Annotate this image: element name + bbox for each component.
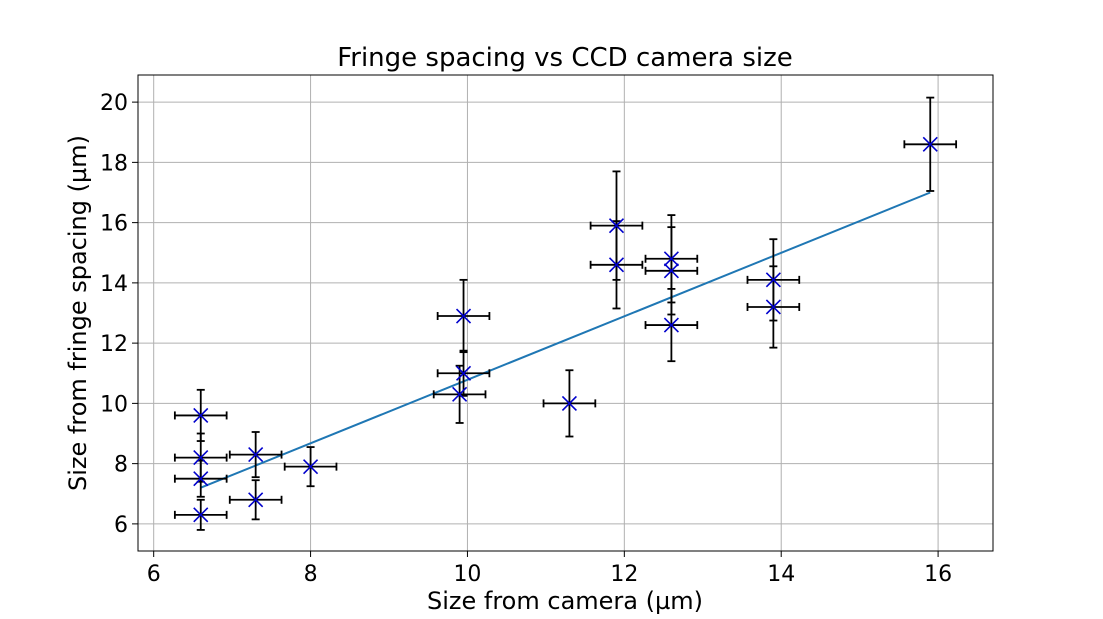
- y-axis-label: Size from fringe spacing (µm): [64, 135, 92, 491]
- data-point-marker: [248, 492, 264, 508]
- x-tick-label: 16: [924, 562, 952, 587]
- data-point-marker: [455, 308, 472, 324]
- data-point-marker: [663, 263, 679, 279]
- data-point-marker: [452, 386, 468, 402]
- data-point-marker: [248, 447, 264, 463]
- x-ticks: 6 8 10 12 14 16: [147, 551, 952, 587]
- marker-stroke: [608, 257, 625, 273]
- data-point-marker: [193, 507, 209, 523]
- marker-stroke: [452, 386, 468, 402]
- marker-stroke: [193, 450, 209, 466]
- x-tick-label: 8: [304, 562, 318, 587]
- x-tick-label: 12: [610, 562, 638, 587]
- data-point-marker: [303, 459, 319, 475]
- grid: [138, 75, 993, 551]
- data-point-marker: [922, 136, 938, 152]
- y-tick-label: 20: [100, 91, 128, 116]
- marker-stroke: [663, 317, 679, 333]
- data-point-marker: [608, 218, 625, 234]
- marker-stroke: [765, 299, 781, 315]
- y-tick-label: 10: [100, 392, 128, 417]
- data-point-marker: [765, 272, 781, 288]
- marker-stroke: [193, 407, 209, 423]
- marker-stroke: [455, 308, 472, 324]
- x-tick-label: 6: [147, 562, 161, 587]
- marker-stroke: [922, 136, 938, 152]
- data-point-marker: [608, 257, 625, 273]
- data-point-marker: [561, 395, 577, 411]
- y-tick-label: 12: [100, 332, 128, 357]
- y-tick-label: 18: [100, 151, 128, 176]
- y-tick-label: 6: [114, 513, 128, 538]
- data-point-marker: [663, 317, 679, 333]
- y-tick-label: 14: [100, 272, 128, 297]
- data-point-marker: [455, 365, 472, 381]
- data-point-marker: [765, 299, 781, 315]
- x-tick-label: 10: [453, 562, 481, 587]
- markers-group: [193, 136, 938, 523]
- marker-stroke: [248, 492, 264, 508]
- marker-stroke: [608, 218, 625, 234]
- y-ticks: 6 8 10 12 14 16 18 20: [100, 91, 138, 538]
- marker-stroke: [193, 471, 209, 487]
- chart-title: Fringe spacing vs CCD camera size: [337, 43, 793, 73]
- marker-stroke: [248, 447, 264, 463]
- data-point-marker: [193, 407, 209, 423]
- marker-stroke: [303, 459, 319, 475]
- fit-line-group: [200, 191, 931, 489]
- marker-stroke: [455, 365, 472, 381]
- data-point-marker: [193, 471, 209, 487]
- y-tick-label: 8: [114, 453, 128, 478]
- marker-stroke: [663, 251, 679, 267]
- fit-line: [200, 191, 931, 489]
- marker-stroke: [765, 272, 781, 288]
- x-axis-label: Size from camera (µm): [427, 587, 703, 615]
- x-tick-label: 14: [767, 562, 795, 587]
- y-tick-label: 16: [100, 212, 128, 237]
- marker-stroke: [193, 507, 209, 523]
- data-point-marker: [193, 450, 209, 466]
- marker-stroke: [663, 263, 679, 279]
- data-point-marker: [663, 251, 679, 267]
- plot-frame: [137, 74, 994, 552]
- marker-stroke: [561, 395, 577, 411]
